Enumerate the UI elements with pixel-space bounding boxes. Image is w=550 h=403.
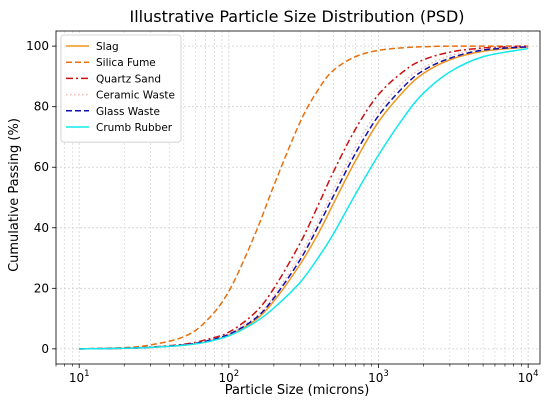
y-tick-label: 80 bbox=[34, 100, 49, 114]
y-tick-label: 100 bbox=[26, 39, 49, 53]
y-tick-label: 40 bbox=[34, 221, 49, 235]
plot-frame bbox=[55, 30, 541, 365]
legend: Slag Silica Fume Quartz Sand Ceramic Waste G… bbox=[60, 34, 182, 143]
legend-label: Slag bbox=[96, 41, 119, 53]
chart-title: Illustrative Particle Size Distribution … bbox=[129, 7, 464, 26]
x-axis-title: Particle Size (microns) bbox=[225, 383, 370, 398]
series-lines bbox=[79, 45, 529, 350]
series-line-crumb-rubber bbox=[79, 47, 529, 350]
legend-label: Ceramic Waste bbox=[96, 90, 175, 102]
series-line-silica-fume bbox=[79, 45, 529, 350]
legend-label: Glass Waste bbox=[96, 106, 160, 118]
legend-label: Silica Fume bbox=[96, 57, 156, 69]
x-tick-label: 101 bbox=[69, 369, 90, 385]
y-tick-label: 0 bbox=[41, 342, 49, 356]
grid-lines bbox=[55, 31, 540, 364]
x-tick-label: 102 bbox=[218, 369, 239, 385]
y-axis-title: Cumulative Passing (%) bbox=[7, 118, 22, 272]
legend-label: Crumb Rubber bbox=[96, 122, 173, 134]
y-tick-label: 20 bbox=[34, 281, 49, 295]
y-tick-label: 60 bbox=[34, 160, 49, 174]
axis-ticks: 0 20 40 60 80 100 101 102 103 104 bbox=[26, 39, 538, 385]
series-line-quartz-sand bbox=[79, 45, 529, 350]
legend-box bbox=[60, 34, 182, 143]
legend-label: Quartz Sand bbox=[96, 73, 161, 85]
x-tick-label: 103 bbox=[368, 369, 389, 385]
series-line-ceramic-waste bbox=[79, 45, 529, 350]
x-tick-label: 104 bbox=[518, 369, 539, 385]
